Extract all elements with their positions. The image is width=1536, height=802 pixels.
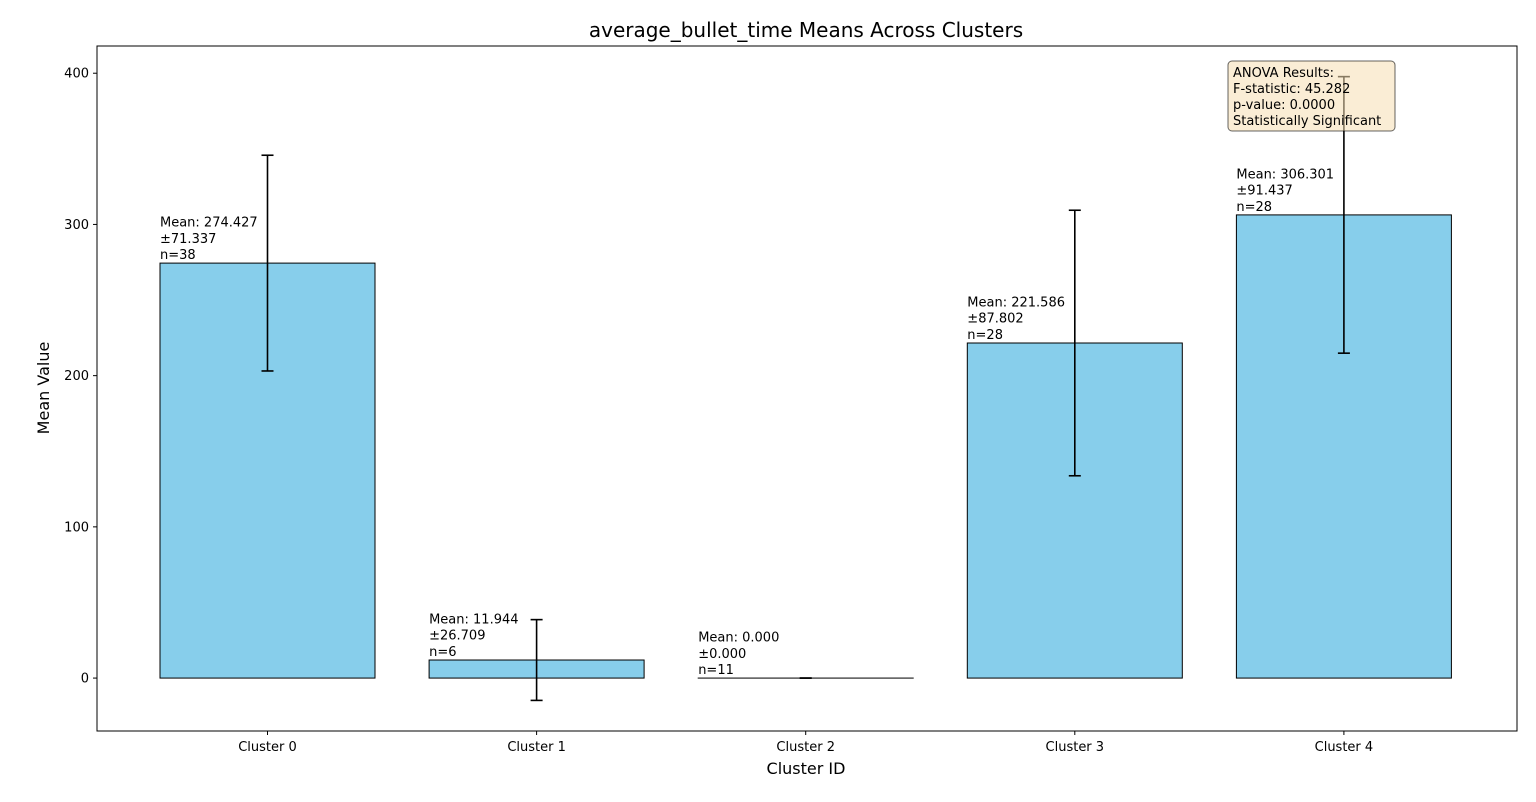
bar-label-1-line-0: Mean: 11.944 [429,612,518,627]
bar-label-0-line-2: n=38 [160,248,196,263]
bar-label-0-line-0: Mean: 274.427 [160,216,258,231]
bar-label-1-line-2: n=6 [429,645,456,660]
bar-label-4-line-0: Mean: 306.301 [1236,167,1334,182]
error-bar-0 [261,154,274,372]
bar-label-3-line-2: n=28 [967,328,1003,343]
x-axis-label: Cluster ID [767,759,846,778]
y-tick-label-2: 200 [64,369,89,384]
bar-label-0-line-1: ±71.337 [160,232,216,247]
y-tick-label-1: 100 [64,520,89,535]
anova-box-line-1: F-statistic: 45.282 [1233,82,1350,97]
error-bar-3 [1068,209,1081,477]
error-bar-1 [530,618,543,702]
x-tick-label-3: Cluster 3 [1046,740,1105,755]
anova-box-line-2: p-value: 0.0000 [1233,98,1335,113]
bar-label-2-line-2: n=11 [698,663,734,678]
x-tick-label-0: Cluster 0 [238,740,297,755]
plot-frame [96,45,1518,732]
bar-label-1-line-1: ±26.709 [429,629,485,644]
y-tick-label-4: 400 [64,67,89,82]
x-tick-label-4: Cluster 4 [1315,740,1374,755]
x-tick-label-2: Cluster 2 [776,740,835,755]
y-axis-label: Mean Value [34,342,53,435]
anova-box-line-3: Statistically Significant [1233,114,1381,129]
anova-box-line-0: ANOVA Results: [1233,66,1334,81]
anova-box-background [1227,60,1396,132]
bar-label-4-line-1: ±91.437 [1236,184,1292,199]
chart-title: average_bullet_time Means Across Cluster… [589,18,1023,42]
bar-label-2-line-0: Mean: 0.000 [698,630,779,645]
bar-label-4-line-2: n=28 [1236,200,1272,215]
y-tick-label-3: 300 [64,218,89,233]
bar-label-2-line-1: ±0.000 [698,647,746,662]
x-tick-label-1: Cluster 1 [507,740,566,755]
anova-results-box: ANOVA Results:F-statistic: 45.282p-value… [1227,60,1396,132]
bar-label-3-line-0: Mean: 221.586 [967,295,1065,310]
y-tick-label-0: 0 [81,672,89,687]
bar-label-3-line-1: ±87.802 [967,312,1023,327]
